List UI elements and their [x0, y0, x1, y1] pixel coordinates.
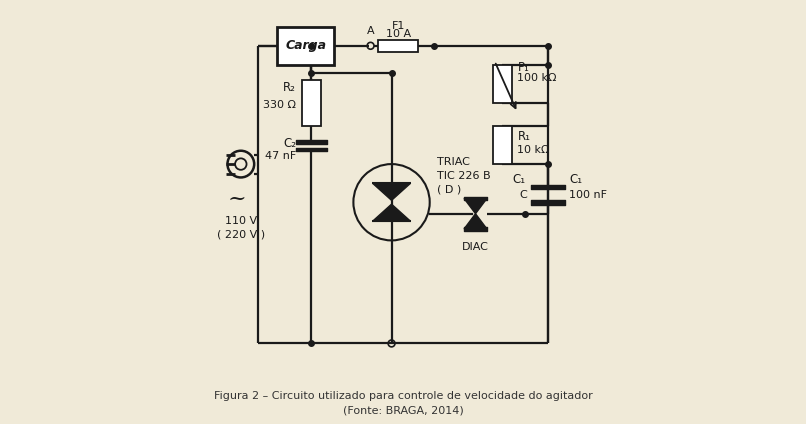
Polygon shape	[464, 198, 487, 214]
Text: F1: F1	[392, 20, 405, 31]
Polygon shape	[464, 214, 487, 229]
Text: 110 V: 110 V	[225, 216, 257, 226]
Text: 10 A: 10 A	[385, 29, 411, 39]
Text: Figura 2 – Circuito utilizado para controle de velocidade do agitador
(Fonte: BR: Figura 2 – Circuito utilizado para contr…	[214, 391, 592, 416]
Text: A: A	[367, 26, 374, 36]
Bar	[277, 27, 334, 65]
Text: ( 220 V ): ( 220 V )	[217, 230, 265, 240]
Text: C₁: C₁	[512, 173, 526, 186]
Text: TRIAC
TIC 226 B
( D ): TRIAC TIC 226 B ( D )	[438, 156, 491, 195]
Text: 100 nF: 100 nF	[569, 190, 607, 200]
Text: ~: ~	[227, 187, 247, 209]
Bar	[492, 65, 512, 103]
Text: C₁: C₁	[569, 173, 582, 186]
Bar	[378, 40, 418, 52]
Text: 10 kΩ: 10 kΩ	[517, 145, 550, 155]
Text: 47 nF: 47 nF	[265, 151, 296, 162]
Text: P₁: P₁	[517, 61, 530, 74]
Bar	[492, 126, 512, 164]
Polygon shape	[372, 183, 410, 200]
Text: R₂: R₂	[283, 81, 296, 94]
Bar	[302, 80, 321, 126]
Text: 100 kΩ: 100 kΩ	[517, 73, 557, 83]
Text: 330 Ω: 330 Ω	[263, 100, 296, 110]
Text: DIAC: DIAC	[462, 242, 489, 252]
Polygon shape	[372, 204, 410, 221]
Text: Carga: Carga	[285, 39, 326, 52]
Text: C: C	[519, 190, 527, 200]
Text: C₂: C₂	[283, 137, 296, 150]
Text: R₁: R₁	[517, 130, 530, 143]
